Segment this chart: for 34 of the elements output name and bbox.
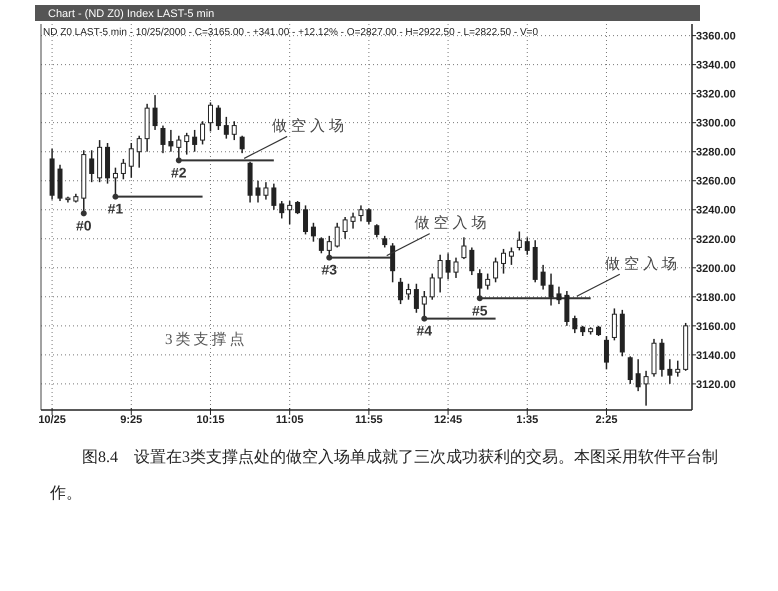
x-tick-label: 12:45 [434,414,462,426]
caption: 图8.4 设置在3类支撑点处的做空入场单成就了三次成功获利的交易。本图采用软件平台制作。 [50,448,719,504]
y-tick-label: 3300.00 [696,118,736,130]
y-tick-label: 3140.00 [696,350,736,362]
annotation: #4 [416,322,432,339]
y-tick-label: 3260.00 [696,176,736,188]
chart-subtitle: ND Z0 LAST-5 min - 10/25/2000 - C=3165.00 - +341.00 - +12.12% - O=2827.00 - H=2922.50 - L=2822.50 - V=0 [43,27,538,38]
annotation: #1 [108,200,124,217]
y-tick-label: 3200.00 [696,262,736,275]
x-tick-label: 2:25 [595,414,618,426]
y-tick-label: 3180.00 [696,292,736,304]
x-tick-label: 10/25 [38,414,66,426]
y-tick-label: 3160.00 [696,320,736,333]
y-tick-label: 3220.00 [696,234,736,246]
x-tick-label: 1:35 [516,414,538,426]
annotation: #0 [76,217,92,234]
y-tick-label: 3320.00 [696,88,736,101]
y-tick-label: 3340.00 [696,60,736,72]
chart-title: Chart - (ND Z0) Index LAST-5 min [48,8,214,20]
x-tick-label: 11:05 [276,414,304,426]
annotation: #2 [171,164,187,180]
y-tick-label: 3360.00 [696,30,736,43]
annotation: 做空入场 [272,117,348,134]
annotation: 3类支撑点 [165,331,248,348]
x-tick-label: 10:15 [196,414,225,426]
annotation: #3 [321,262,338,278]
x-tick-label: 11:55 [355,414,383,426]
y-tick-label: 3280.00 [696,146,736,159]
x-tick-label: 9:25 [120,414,142,426]
annotation: 做空入场 [604,255,681,272]
annotation: 做空入场 [414,214,491,232]
y-tick-label: 3120.00 [696,378,736,391]
annotation: #5 [472,302,488,318]
y-tick-label: 3240.00 [696,204,736,217]
